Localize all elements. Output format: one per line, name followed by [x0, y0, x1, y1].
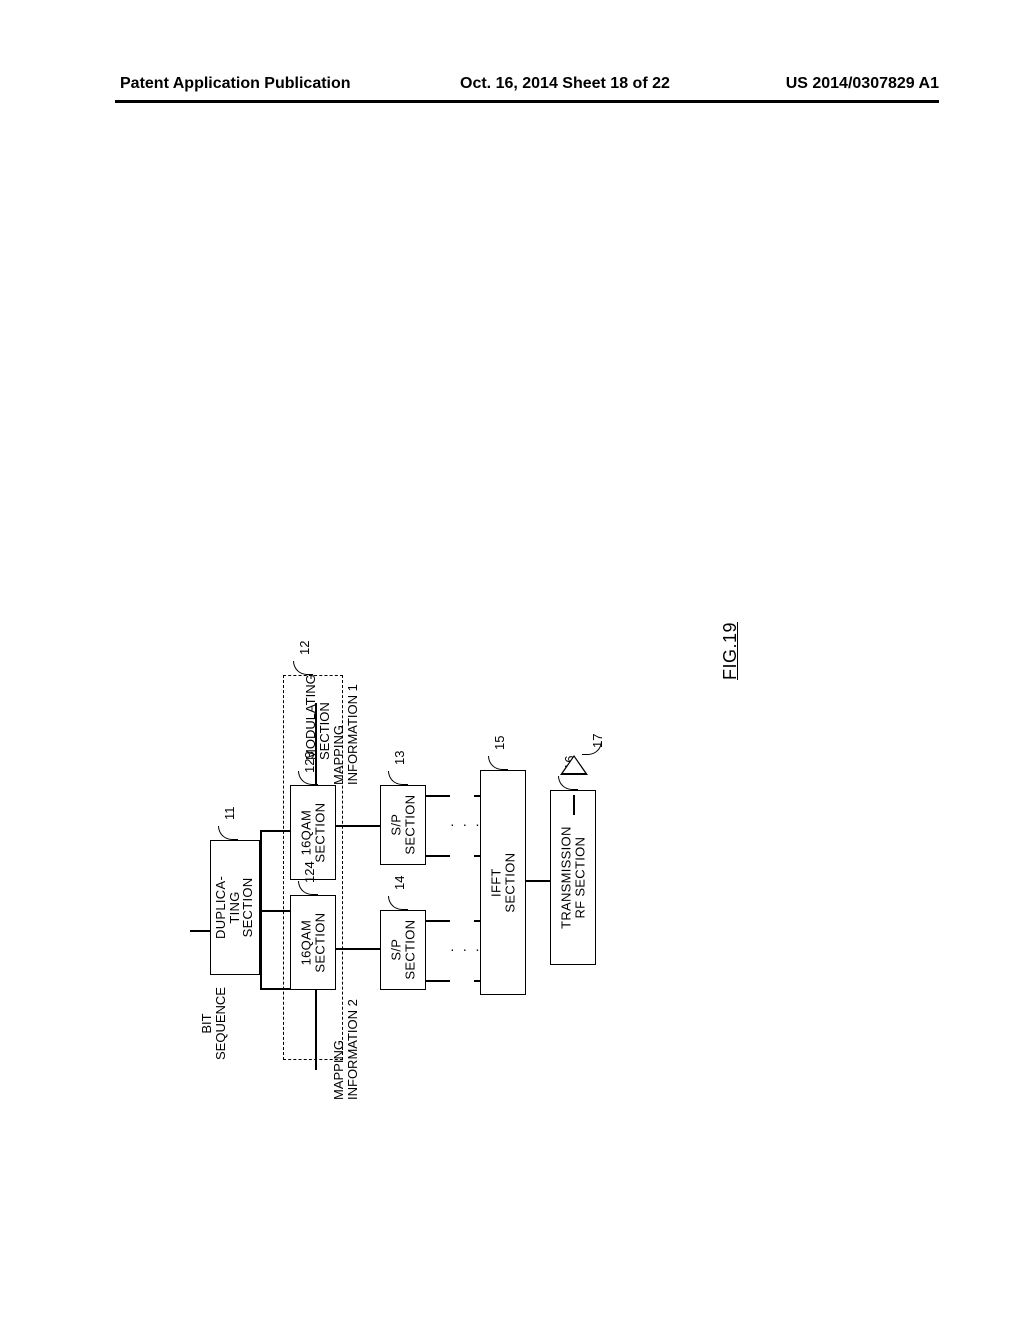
- block-diagram: BIT SEQUENCE DUPLICA- TING SECTION 11 MO…: [150, 230, 750, 1080]
- connector-line: [474, 980, 480, 982]
- header-center: Oct. 16, 2014 Sheet 18 of 22: [460, 75, 670, 93]
- box-transmission-rf: TRANSMISSION RF SECTION: [550, 790, 596, 965]
- connector-line: [315, 990, 317, 1070]
- label-mapping-info-1: MAPPING INFORMATION 1: [332, 684, 359, 785]
- box-16qam-2-label: 16QAM SECTION: [299, 913, 326, 973]
- ref-curve-13: [388, 771, 408, 785]
- refnum-12: 12: [297, 641, 312, 655]
- header-left: Patent Application Publication: [120, 75, 351, 93]
- ref-curve-15: [488, 756, 508, 770]
- ref-curve-14: [388, 896, 408, 910]
- box-txrf-label: TRANSMISSION RF SECTION: [559, 826, 586, 929]
- box-sp-1-label: S/P SECTION: [389, 795, 416, 855]
- figure-caption: FIG.19: [720, 622, 741, 680]
- connector-line: [474, 920, 480, 922]
- ellipsis-1: · · ·: [450, 816, 482, 832]
- box-sp-2-label: S/P SECTION: [389, 920, 416, 980]
- box-16qam-2: 16QAM SECTION: [290, 895, 336, 990]
- connector-line: [426, 795, 450, 797]
- connector-line: [573, 795, 575, 815]
- ref-curve-11: [218, 826, 238, 840]
- refnum-14: 14: [392, 876, 407, 890]
- label-mapping-info-2: MAPPING INFORMATION 2: [332, 999, 359, 1100]
- connector-line: [526, 880, 550, 882]
- ref-curve-16: [558, 776, 578, 790]
- box-ifft: IFFT SECTION: [480, 770, 526, 995]
- box-sp-1: S/P SECTION: [380, 785, 426, 865]
- connector-line: [260, 988, 290, 990]
- connector-line: [474, 855, 480, 857]
- label-modulating-section: MODULATING SECTION: [304, 674, 331, 760]
- label-bit-sequence: BIT SEQUENCE: [200, 987, 227, 1060]
- refnum-15: 15: [492, 736, 507, 750]
- box-duplicating-section: DUPLICA- TING SECTION: [210, 840, 260, 975]
- refnum-13: 13: [392, 751, 407, 765]
- header-rule: [115, 100, 939, 103]
- refnum-11: 11: [222, 807, 237, 821]
- connector-line: [426, 855, 450, 857]
- connector-line: [426, 920, 450, 922]
- ellipsis-2: · · ·: [450, 941, 482, 957]
- box-16qam-1-label: 16QAM SECTION: [299, 803, 326, 863]
- connector-line: [336, 948, 380, 950]
- connector-line: [336, 825, 380, 827]
- ref-curve-12: [293, 661, 313, 675]
- connector-line: [474, 795, 480, 797]
- connector-line: [260, 830, 290, 832]
- refnum-17: 17: [590, 734, 605, 748]
- connector-line: [426, 980, 450, 982]
- box-sp-2: S/P SECTION: [380, 910, 426, 990]
- box-ifft-label: IFFT SECTION: [489, 853, 516, 913]
- connector-line: [260, 910, 290, 912]
- page: Patent Application Publication Oct. 16, …: [0, 0, 1024, 1320]
- header-right: US 2014/0307829 A1: [786, 75, 939, 93]
- connector-line: [190, 930, 210, 932]
- connector-line: [315, 703, 317, 785]
- refnum-124: 124: [302, 861, 317, 883]
- box-duplicating-label: DUPLICA- TING SECTION: [215, 876, 256, 939]
